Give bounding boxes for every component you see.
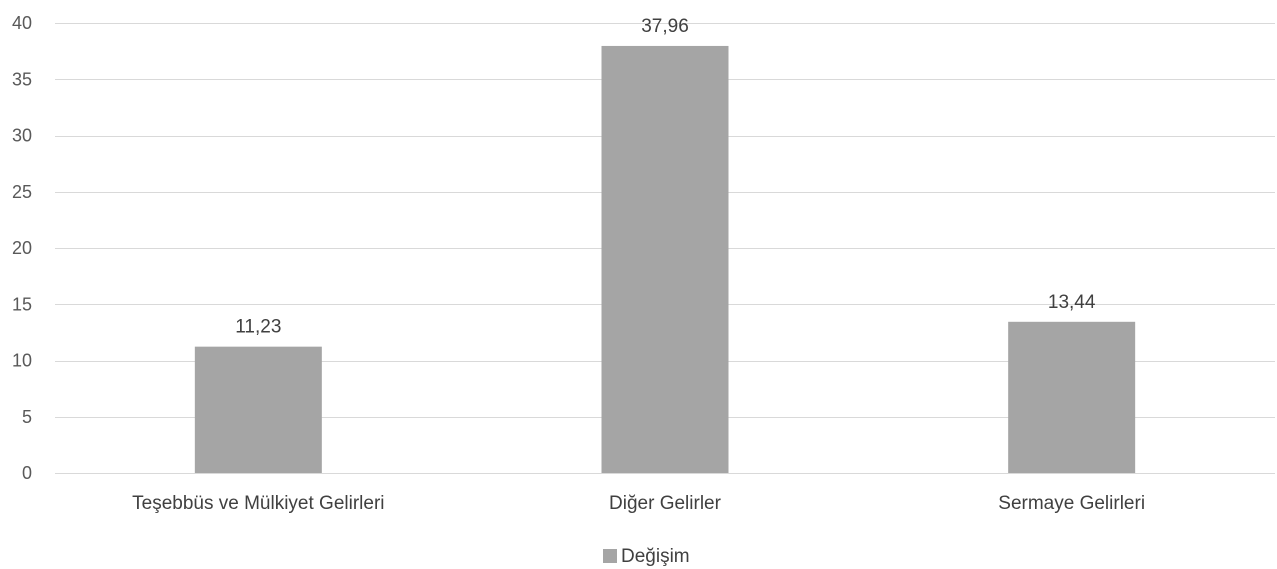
y-tick-label: 40 [12, 13, 32, 33]
data-label: 37,96 [641, 16, 689, 37]
data-label: 11,23 [235, 317, 281, 338]
y-tick-label: 0 [22, 463, 32, 483]
bar [1008, 321, 1136, 473]
x-category-label: Teşebbüs ve Mülkiyet Gelirleri [132, 493, 384, 514]
x-category-label: Sermaye Gelirleri [998, 493, 1145, 514]
legend-label: Değişim [621, 546, 690, 567]
y-tick-label: 25 [12, 182, 32, 202]
y-tick-label: 20 [12, 238, 32, 258]
y-tick-label: 5 [22, 407, 32, 427]
y-tick-label: 10 [12, 351, 32, 371]
data-label: 13,44 [1048, 292, 1096, 313]
y-axis-ticks: 0 5 10 15 20 25 30 35 40 [12, 13, 32, 483]
bar [194, 346, 322, 473]
x-category-label: Diğer Gelirler [609, 493, 722, 514]
y-tick-label: 30 [12, 126, 32, 146]
bars [194, 45, 1136, 473]
legend: Değişim [603, 546, 690, 567]
y-tick-label: 35 [12, 69, 32, 89]
data-labels: 11,23 37,96 13,44 [235, 16, 1096, 338]
x-axis-categories: Teşebbüs ve Mülkiyet Gelirleri Diğer Geli… [132, 493, 1145, 514]
legend-swatch [603, 549, 617, 563]
bar [601, 45, 729, 473]
y-tick-label: 15 [12, 294, 32, 314]
